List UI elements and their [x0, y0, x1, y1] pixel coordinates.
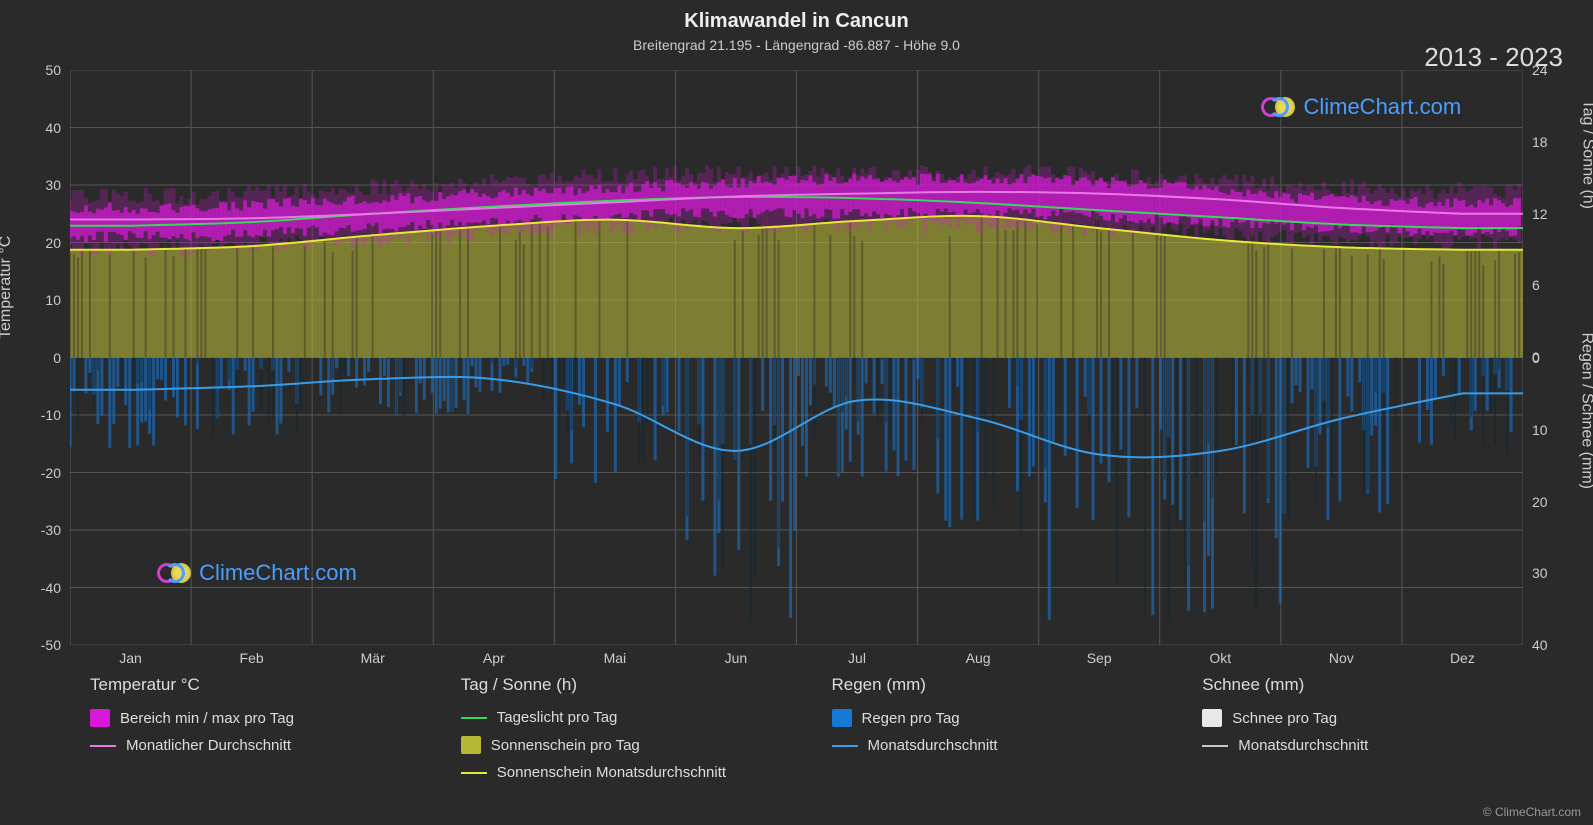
legend-column: Temperatur °C Bereich min / max pro Tag Mo… [90, 675, 421, 805]
y-tick-left: -20 [41, 465, 61, 481]
watermark-text: ClimeChart.com [199, 560, 357, 586]
legend-swatch [90, 745, 116, 747]
x-tick: Apr [433, 650, 554, 670]
x-tick: Aug [918, 650, 1039, 670]
y-tick-left: -30 [41, 522, 61, 538]
y-tick-right-bottom: 30 [1532, 565, 1548, 581]
legend-label: Sonnenschein pro Tag [491, 737, 640, 754]
legend-header: Regen (mm) [832, 675, 1163, 695]
y-tick-right-top: 6 [1532, 277, 1540, 293]
x-tick: Feb [191, 650, 312, 670]
legend-header: Temperatur °C [90, 675, 421, 695]
y-axis-left-label: Temperatur °C [0, 236, 15, 339]
watermark: ClimeChart.com [1261, 93, 1461, 121]
x-tick: Nov [1281, 650, 1402, 670]
y-tick-right-top: 12 [1532, 206, 1548, 222]
legend-item: Monatlicher Durchschnitt [90, 737, 421, 754]
legend-column: Schnee (mm) Schnee pro Tag Monatsdurchschn… [1202, 675, 1533, 805]
y-tick-left: 0 [53, 350, 61, 366]
legend-swatch [1202, 745, 1228, 747]
legend-item: Schnee pro Tag [1202, 709, 1533, 727]
legend-item: Bereich min / max pro Tag [90, 709, 421, 727]
y-tick-left: -40 [41, 580, 61, 596]
watermark: ClimeChart.com [157, 559, 357, 587]
chart-subtitle: Breitengrad 21.195 - Längengrad -86.887 … [0, 33, 1593, 53]
y-tick-left: 20 [45, 235, 61, 251]
x-tick: Okt [1160, 650, 1281, 670]
y-tick-left: -10 [41, 407, 61, 423]
y-axis-right-bottom-label: Regen / Schnee (mm) [1578, 332, 1593, 489]
legend-column: Regen (mm) Regen pro Tag Monatsdurchschnit… [832, 675, 1163, 805]
legend: Temperatur °C Bereich min / max pro Tag Mo… [90, 675, 1533, 805]
legend-swatch [461, 772, 487, 774]
y-axis-right-top-label: Tag / Sonne (h) [1578, 100, 1593, 209]
legend-item: Tageslicht pro Tag [461, 709, 792, 726]
legend-label: Regen pro Tag [862, 710, 960, 727]
legend-item: Sonnenschein pro Tag [461, 736, 792, 754]
legend-label: Monatsdurchschnitt [868, 737, 998, 754]
legend-item: Monatsdurchschnitt [832, 737, 1163, 754]
legend-swatch [1202, 709, 1222, 727]
legend-column: Tag / Sonne (h) Tageslicht pro Tag Sonnens… [461, 675, 792, 805]
watermark-logo-icon [157, 559, 193, 587]
y-tick-left: 50 [45, 62, 61, 78]
y-tick-right-bottom: 0 [1532, 350, 1540, 366]
y-axis-right-top: 24181260 [1528, 70, 1568, 357]
x-tick: Jan [70, 650, 191, 670]
x-tick: Jun [675, 650, 796, 670]
legend-swatch [832, 709, 852, 727]
x-tick: Sep [1039, 650, 1160, 670]
legend-swatch [90, 709, 110, 727]
y-axis-right-bottom: 010203040 [1528, 358, 1568, 645]
climate-chart: Klimawandel in Cancun Breitengrad 21.195… [0, 0, 1593, 825]
y-tick-left: -50 [41, 637, 61, 653]
legend-label: Sonnenschein Monatsdurchschnitt [497, 764, 726, 781]
y-tick-left: 40 [45, 120, 61, 136]
x-tick: Mär [312, 650, 433, 670]
x-axis: JanFebMärAprMaiJunJulAugSepOktNovDez [70, 650, 1523, 670]
watermark-logo-icon [1261, 93, 1297, 121]
y-tick-right-top: 24 [1532, 62, 1548, 78]
y-axis-left: 50403020100-10-20-30-40-50 [25, 70, 65, 645]
legend-label: Tageslicht pro Tag [497, 709, 618, 726]
chart-title: Klimawandel in Cancun [0, 0, 1593, 33]
y-tick-right-bottom: 10 [1532, 422, 1548, 438]
legend-label: Monatlicher Durchschnitt [126, 737, 291, 754]
attribution: © ClimeChart.com [1483, 805, 1581, 819]
legend-label: Schnee pro Tag [1232, 710, 1337, 727]
legend-header: Tag / Sonne (h) [461, 675, 792, 695]
watermark-text: ClimeChart.com [1303, 94, 1461, 120]
legend-item: Sonnenschein Monatsdurchschnitt [461, 764, 792, 781]
x-tick: Mai [554, 650, 675, 670]
y-tick-left: 30 [45, 177, 61, 193]
legend-swatch [461, 736, 481, 754]
y-tick-right-bottom: 40 [1532, 637, 1548, 653]
y-tick-right-bottom: 20 [1532, 494, 1548, 510]
legend-swatch [832, 745, 858, 747]
y-tick-right-top: 18 [1532, 134, 1548, 150]
x-tick: Jul [796, 650, 917, 670]
legend-item: Monatsdurchschnitt [1202, 737, 1533, 754]
y-tick-left: 10 [45, 292, 61, 308]
legend-swatch [461, 717, 487, 719]
x-tick: Dez [1402, 650, 1523, 670]
legend-item: Regen pro Tag [832, 709, 1163, 727]
legend-label: Monatsdurchschnitt [1238, 737, 1368, 754]
legend-header: Schnee (mm) [1202, 675, 1533, 695]
legend-label: Bereich min / max pro Tag [120, 710, 294, 727]
